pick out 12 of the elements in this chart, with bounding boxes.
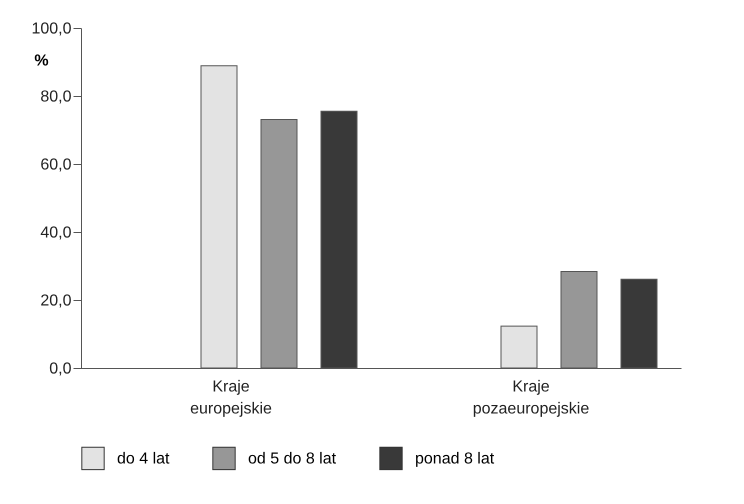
- legend-label: do 4 lat: [117, 450, 170, 468]
- legend-label: od 5 do 8 lat: [248, 450, 337, 468]
- y-tick-label: 0,0: [49, 360, 72, 378]
- y-tick-label: 100,0: [31, 20, 72, 38]
- legend-label: ponad 8 lat: [415, 450, 495, 468]
- y-tick-label: 80,0: [40, 88, 72, 106]
- x-tick-label: Kraje europejskie: [190, 378, 272, 418]
- y-tick-label: 20,0: [40, 292, 72, 310]
- y-axis-title: %: [34, 52, 49, 70]
- x-tick-label: Kraje pozaeuropejskie: [472, 378, 590, 418]
- y-tick-label: 60,0: [40, 156, 72, 174]
- y-tick-label: 40,0: [40, 224, 72, 242]
